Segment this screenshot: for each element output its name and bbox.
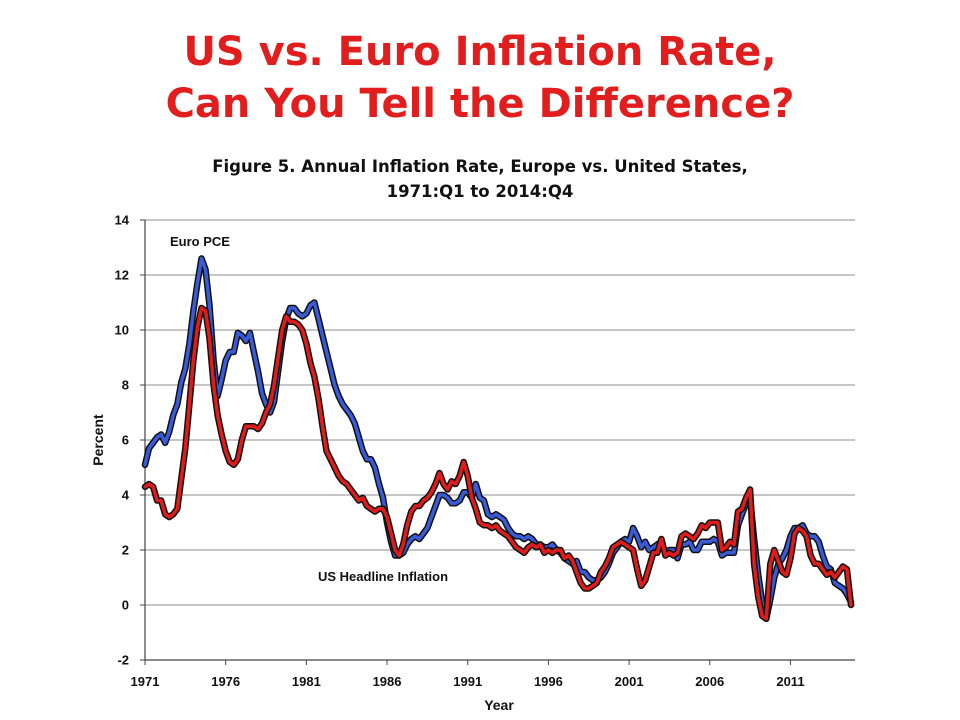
x-tick-labels: 1971 1976 1981 1986 1991 1996 2001 2006 2011 bbox=[131, 674, 805, 689]
y-tick-label: 6 bbox=[122, 433, 129, 448]
x-tick-label: 1981 bbox=[292, 674, 321, 689]
slide-title-line1: US vs. Euro Inflation Rate, bbox=[183, 29, 777, 75]
series-lines bbox=[141, 255, 855, 623]
y-tick-label: 8 bbox=[122, 378, 129, 393]
y-tick-labels: -2 0 2 4 6 8 10 12 14 bbox=[115, 213, 130, 668]
x-tick-label: 1976 bbox=[211, 674, 240, 689]
grid-lines bbox=[145, 219, 855, 606]
x-tick-label: 2011 bbox=[776, 674, 804, 689]
chart-title: Figure 5. Annual Inflation Rate, Europe … bbox=[0, 154, 960, 204]
x-tick-label: 1971 bbox=[131, 674, 160, 689]
x-tick-label: 1991 bbox=[453, 674, 482, 689]
y-tick-label: 0 bbox=[122, 598, 129, 613]
series-outline-us-headline-inflation bbox=[141, 304, 855, 623]
series-line-euro-pce bbox=[143, 256, 853, 621]
y-tick-label: 10 bbox=[115, 323, 129, 338]
annotation-euro-pce: Euro PCE bbox=[170, 234, 230, 249]
x-tick-label: 2001 bbox=[615, 674, 644, 689]
slide-title-line2: Can You Tell the Difference? bbox=[165, 81, 795, 127]
chart-title-line2: 1971:Q1 to 2014:Q4 bbox=[386, 182, 574, 201]
chart-title-line1: Figure 5. Annual Inflation Rate, Europe … bbox=[212, 157, 748, 176]
y-tick-label: 14 bbox=[115, 213, 130, 228]
series-euro-pce bbox=[141, 255, 855, 623]
y-tick-label: -2 bbox=[117, 653, 129, 668]
axes bbox=[140, 219, 855, 665]
x-tick-label: 2006 bbox=[695, 674, 724, 689]
y-axis-label: Percent bbox=[90, 414, 106, 466]
y-tick-label: 4 bbox=[122, 488, 130, 503]
series-line-us-headline-inflation bbox=[143, 306, 853, 621]
y-tick-label: 12 bbox=[115, 268, 129, 283]
series-us-headline-inflation bbox=[141, 304, 855, 623]
series-outline-euro-pce bbox=[141, 255, 855, 623]
slide-title: US vs. Euro Inflation Rate, Can You Tell… bbox=[0, 26, 960, 130]
annotation-us-headline-inflation: US Headline Inflation bbox=[318, 569, 448, 584]
x-axis-label: Year bbox=[484, 697, 514, 713]
x-tick-label: 1986 bbox=[373, 674, 402, 689]
y-tick-label: 2 bbox=[122, 543, 129, 558]
x-tick-label: 1996 bbox=[534, 674, 563, 689]
